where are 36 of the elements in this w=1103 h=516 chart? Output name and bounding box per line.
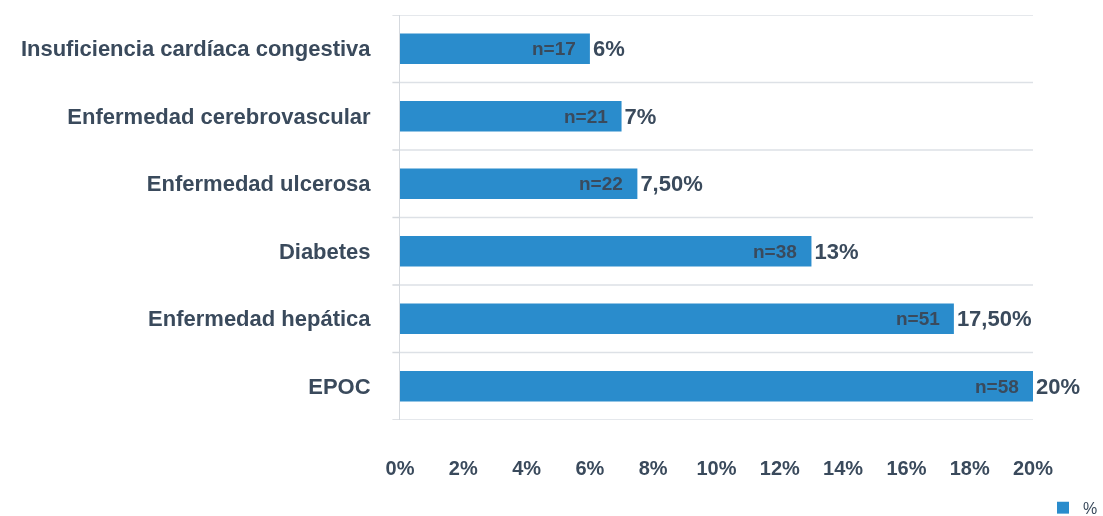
annotation: n=21 — [564, 106, 609, 127]
x-tick-label: 10% — [696, 457, 737, 479]
x-tick-label: 4% — [512, 457, 542, 479]
x-tick-label: 14% — [823, 457, 864, 479]
data-label: 7,50% — [640, 171, 703, 197]
bar — [400, 236, 812, 267]
data-label: 6% — [592, 36, 625, 62]
y-tick-label: Insuficiencia cardíaca congestiva — [20, 36, 372, 62]
x-tick-label: 18% — [949, 457, 990, 479]
annotation: n=38 — [753, 241, 797, 262]
annotation: n=17 — [532, 38, 576, 59]
bar — [400, 371, 1033, 402]
x-tick-label: 0% — [385, 457, 415, 479]
bar — [400, 101, 622, 132]
y-tick-label: Enfermedad cerebrovascular — [67, 103, 372, 129]
data-label: 7% — [624, 103, 657, 129]
annotation: n=58 — [975, 376, 1019, 397]
x-tick-label: 6% — [575, 457, 605, 479]
annotation: n=22 — [579, 173, 623, 194]
bar — [400, 168, 638, 199]
x-tick-label: 8% — [638, 457, 668, 479]
data-label: 13% — [814, 238, 859, 264]
y-tick-label: Enfermedad hepática — [148, 306, 372, 332]
y-tick-label: Enfermedad ulcerosa — [146, 171, 372, 197]
y-tick-label: EPOC — [308, 373, 371, 399]
x-tick-label: 20% — [1012, 457, 1054, 479]
data-label: 17,50% — [956, 306, 1032, 332]
legend-label: % — [1083, 499, 1098, 516]
bar — [400, 303, 954, 334]
annotation: n=51 — [896, 308, 941, 329]
x-tick-label: 16% — [886, 457, 927, 479]
bar — [400, 33, 590, 64]
data-label: 20% — [1036, 373, 1081, 399]
x-tick-label: 2% — [448, 457, 478, 479]
x-tick-label: 12% — [759, 457, 801, 479]
y-tick-label: Diabetes — [278, 238, 371, 264]
